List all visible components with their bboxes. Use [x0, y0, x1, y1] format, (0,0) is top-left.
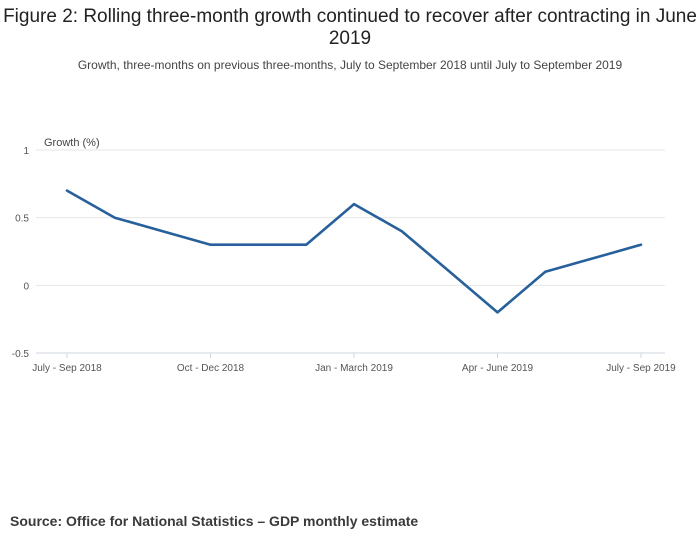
x-tick-label: Apr - June 2019 [462, 363, 534, 374]
x-tick-label: July - Sep 2018 [32, 363, 102, 374]
x-tick-label: July - Sep 2019 [606, 363, 676, 374]
y-tick-label: 1 [23, 146, 29, 157]
y-tick-label: -0.5 [12, 349, 30, 360]
chart-subtitle: Growth, three-months on previous three-m… [77, 58, 623, 72]
y-tick-label: 0 [23, 281, 29, 292]
y-tick-label: 0.5 [15, 214, 29, 225]
source-note: Source: Office for National Statistics –… [10, 513, 419, 529]
chart-title: Figure 2: Rolling three-month growth con… [3, 6, 697, 49]
x-tick-label: Jan - March 2019 [315, 363, 393, 374]
x-tick-label: Oct - Dec 2018 [177, 363, 245, 374]
series-line [65, 189, 643, 314]
y-axis-label: Growth (%) [44, 137, 100, 149]
